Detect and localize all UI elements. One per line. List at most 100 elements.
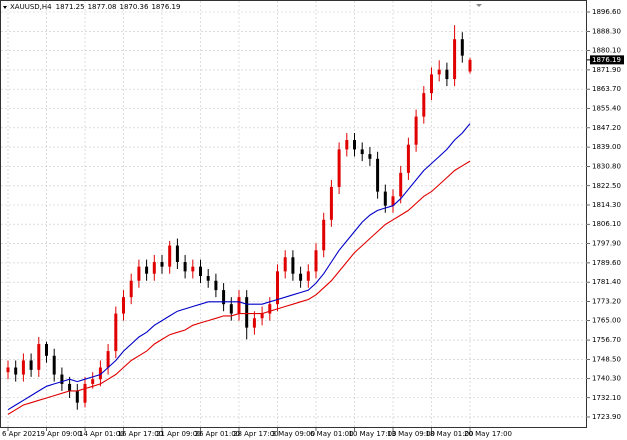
candle-body bbox=[437, 69, 441, 75]
x-tick-label: 6 May 01:00 bbox=[310, 430, 354, 438]
candle-body bbox=[222, 290, 226, 305]
price-label: 1876.19 bbox=[592, 56, 621, 64]
candle-body bbox=[37, 344, 41, 370]
x-tick-label: 21 Apr 09:00 bbox=[156, 430, 202, 438]
y-tick-label: 1756.70 bbox=[592, 336, 621, 344]
candle-body bbox=[68, 383, 72, 391]
candle-body bbox=[129, 280, 133, 298]
y-tick-label: 1723.90 bbox=[592, 413, 621, 421]
candle-body bbox=[337, 149, 341, 187]
header-open: 1871.25 bbox=[56, 3, 85, 11]
y-tick-label: 1847.20 bbox=[592, 124, 621, 132]
candle-body bbox=[14, 367, 18, 375]
plot-border bbox=[0, 0, 587, 428]
candle-body bbox=[445, 69, 449, 80]
candle-body bbox=[460, 39, 464, 56]
y-tick-label: 1830.80 bbox=[592, 162, 621, 170]
candle-body bbox=[21, 360, 25, 375]
candle-body bbox=[383, 191, 387, 206]
candle-body bbox=[6, 367, 10, 373]
y-tick-label: 1839.00 bbox=[592, 143, 621, 151]
x-tick-label: 6 Apr 2021 bbox=[2, 430, 41, 438]
candle-body bbox=[368, 154, 372, 159]
candle-body bbox=[237, 297, 241, 314]
candle-body bbox=[422, 93, 426, 117]
candle-body bbox=[60, 374, 64, 384]
x-tick-label: 28 Apr 17:00 bbox=[233, 430, 279, 438]
candle-body bbox=[322, 219, 326, 251]
y-tick-label: 1773.20 bbox=[592, 297, 621, 305]
candle-body bbox=[137, 266, 141, 281]
candle-body bbox=[206, 276, 210, 281]
y-tick-label: 1880.10 bbox=[592, 47, 621, 55]
candle-body bbox=[391, 196, 395, 206]
candle-body bbox=[314, 250, 318, 272]
candle-body bbox=[468, 59, 472, 72]
y-tick-label: 1888.30 bbox=[592, 27, 621, 35]
y-tick-label: 1814.30 bbox=[592, 201, 621, 209]
y-tick-label: 1855.40 bbox=[592, 105, 621, 113]
y-tick-label: 1863.70 bbox=[592, 85, 621, 93]
shift-marker bbox=[476, 4, 482, 7]
candle-body bbox=[91, 379, 95, 384]
header-high: 1877.08 bbox=[88, 3, 117, 11]
candle-body bbox=[29, 360, 33, 370]
candle-body bbox=[306, 271, 310, 281]
header-low: 1870.36 bbox=[120, 3, 149, 11]
candle-body bbox=[145, 266, 149, 274]
candle-body bbox=[175, 245, 179, 262]
y-tick-label: 1781.40 bbox=[592, 278, 621, 286]
x-tick-label: 10 May 17:00 bbox=[349, 430, 397, 438]
candle-body bbox=[98, 367, 102, 380]
candle-body bbox=[260, 313, 264, 319]
candle-body bbox=[283, 257, 287, 272]
symbol: XAUUSD,H4 bbox=[10, 3, 52, 11]
y-tick-label: 1806.10 bbox=[592, 220, 621, 228]
candle-body bbox=[329, 186, 333, 220]
x-tick-label: 3 May 09:00 bbox=[272, 430, 316, 438]
y-tick-label: 1896.60 bbox=[592, 8, 621, 16]
candle-body bbox=[183, 261, 187, 272]
x-tick-label: 20 May 17:00 bbox=[464, 430, 512, 438]
moving-average bbox=[7, 160, 471, 415]
y-tick-label: 1765.00 bbox=[592, 317, 621, 325]
candle-body bbox=[214, 280, 218, 291]
candle-body bbox=[399, 172, 403, 197]
candle-body bbox=[52, 355, 56, 375]
candle-body bbox=[199, 266, 202, 277]
candle-body bbox=[360, 149, 364, 155]
candle-body bbox=[75, 390, 79, 403]
candle-body bbox=[376, 158, 380, 192]
candle-body bbox=[353, 140, 356, 150]
y-tick-label: 1748.50 bbox=[592, 355, 621, 363]
y-tick-label: 1740.30 bbox=[592, 375, 621, 383]
candle-body bbox=[168, 245, 172, 267]
candle-body bbox=[160, 261, 164, 267]
y-tick-label: 1797.90 bbox=[592, 239, 621, 247]
x-tick-label: 16 Apr 17:00 bbox=[118, 430, 164, 438]
candle-body bbox=[106, 351, 110, 368]
candle-body bbox=[252, 318, 256, 328]
candle-body bbox=[83, 383, 87, 403]
x-tick-label: 13 May 09:00 bbox=[387, 430, 435, 438]
candle-body bbox=[291, 257, 295, 274]
y-tick-label: 1789.60 bbox=[592, 259, 621, 267]
candle-body bbox=[414, 116, 418, 145]
x-tick-label: 26 Apr 01:00 bbox=[195, 430, 241, 438]
candle-body bbox=[268, 304, 272, 314]
candle-body bbox=[122, 297, 125, 314]
x-tick-label: 18 May 01:00 bbox=[426, 430, 474, 438]
candle-body bbox=[245, 297, 249, 328]
candle-body bbox=[345, 140, 349, 150]
candle-body bbox=[191, 266, 195, 272]
x-tick-label: 14 Apr 01:00 bbox=[79, 430, 125, 438]
candle-body bbox=[453, 39, 457, 80]
moving-average bbox=[7, 123, 471, 411]
candle-body bbox=[276, 271, 279, 305]
candle-body bbox=[299, 273, 303, 281]
candle-body bbox=[114, 313, 118, 352]
x-tick-label: 9 Apr 09:00 bbox=[41, 430, 82, 438]
candle-body bbox=[406, 144, 410, 173]
